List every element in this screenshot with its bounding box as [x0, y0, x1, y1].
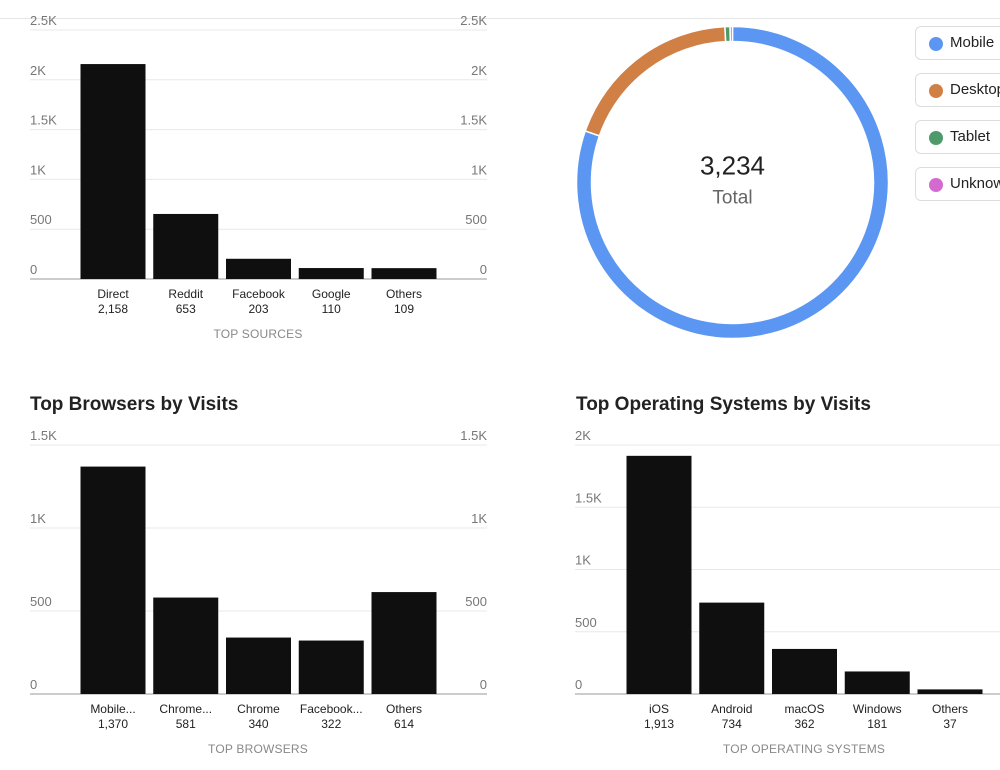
top-divider	[0, 18, 1000, 19]
chart-caption: TOP OPERATING SYSTEMS	[723, 742, 885, 756]
top-sources-chart: 0 0 500 500 1K 1K 1.5K 1.5K 2K 2K 2.5K 2.5K Direct2,…	[30, 13, 487, 341]
category-label: Windows	[853, 702, 902, 716]
data-label: 340	[248, 717, 268, 731]
category-label: Others	[386, 702, 422, 716]
bar	[699, 602, 765, 694]
bar	[298, 640, 364, 694]
y-tick-label-left: 0	[30, 262, 37, 277]
category-label: Facebook	[232, 287, 286, 301]
bar	[80, 466, 146, 694]
data-label: 734	[722, 717, 742, 731]
y-tick-label-right: 500	[465, 212, 487, 227]
legend-item-unknown[interactable]: Unknown	[915, 167, 1000, 201]
data-label: 37	[943, 717, 957, 731]
category-label: Others	[932, 702, 968, 716]
category-label: Chrome...	[159, 702, 212, 716]
legend-dot-desktop	[929, 84, 943, 98]
y-tick-label-right: 1K	[471, 162, 487, 177]
legend-dot-mobile	[929, 37, 943, 51]
category-label: macOS	[784, 702, 824, 716]
category-label: Android	[711, 702, 752, 716]
legend-label: Tablet	[950, 128, 991, 145]
category-label: iOS	[649, 702, 669, 716]
category-label: Chrome	[237, 702, 280, 716]
bar	[844, 671, 910, 694]
y-tick-label-left: 1K	[30, 511, 46, 526]
data-label: 2,158	[98, 302, 128, 316]
data-label: 653	[176, 302, 196, 316]
y-tick-label-left: 1.5K	[30, 428, 57, 443]
legend-item-mobile[interactable]: Mobile	[915, 26, 1000, 60]
bar	[226, 637, 291, 694]
category-label: Reddit	[168, 287, 203, 301]
legend-item-desktop[interactable]: Desktop	[915, 73, 1000, 107]
y-tick-label-left: 1.5K	[30, 113, 57, 128]
y-tick-label-left: 2K	[30, 63, 46, 78]
y-tick-label-left: 500	[575, 615, 597, 630]
y-tick-label-left: 0	[30, 677, 37, 692]
device-donut-chart: 3,234 Total	[575, 25, 890, 340]
y-tick-label-right: 500	[465, 594, 487, 609]
bar	[298, 268, 364, 279]
device-donut-wrap: 3,234 Total	[560, 10, 905, 355]
y-tick-label-left: 1K	[575, 553, 591, 568]
y-tick-label-right: 0	[480, 262, 487, 277]
y-tick-label-right: 2.5K	[460, 13, 487, 28]
data-label: 203	[248, 302, 268, 316]
donut-total-value: 3,234	[700, 151, 765, 181]
bar	[153, 213, 219, 279]
donut-slice-unknown	[729, 25, 734, 43]
y-tick-label-right: 1.5K	[460, 113, 487, 128]
y-tick-label-left: 2.5K	[30, 13, 57, 28]
bar	[371, 592, 437, 694]
category-label: Others	[386, 287, 422, 301]
data-label: 1,370	[98, 717, 128, 731]
category-label: Facebook...	[300, 702, 363, 716]
data-label: 181	[867, 717, 887, 731]
y-tick-label-left: 500	[30, 212, 52, 227]
legend-label: Unknown	[950, 175, 1000, 192]
data-label: 322	[321, 717, 341, 731]
legend-label: Desktop	[950, 81, 1000, 98]
data-label: 362	[794, 717, 814, 731]
y-tick-label-right: 0	[480, 677, 487, 692]
legend-dot-tablet	[929, 131, 943, 145]
bar	[226, 258, 291, 279]
top-browsers-chart: 0 0 500 500 1K 1K 1.5K 1.5K Mobile...1,370 Chrome…	[30, 428, 487, 756]
category-label: Direct	[97, 287, 129, 301]
y-tick-label-left: 2K	[575, 428, 591, 443]
data-label: 110	[322, 302, 341, 316]
browsers-section-title: Top Browsers by Visits	[30, 394, 239, 415]
y-tick-label-left: 1K	[30, 162, 46, 177]
donut-total-label: Total	[712, 188, 752, 209]
y-tick-label-right: 1.5K	[460, 428, 487, 443]
device-legend: Mobile Desktop Tablet Unknown	[915, 26, 1000, 214]
legend-dot-unknown	[929, 178, 943, 192]
y-tick-label-left: 0	[575, 677, 582, 692]
y-tick-label-left: 500	[30, 594, 52, 609]
data-label: 581	[176, 717, 196, 731]
y-tick-label-right: 2K	[471, 63, 487, 78]
y-tick-label-left: 1.5K	[575, 490, 602, 505]
category-label: Google	[312, 287, 351, 301]
bar	[626, 455, 692, 694]
bar	[917, 689, 983, 694]
donut-slice-desktop	[584, 25, 727, 137]
donut-slice-mobile	[575, 25, 890, 340]
bar	[153, 597, 219, 694]
chart-caption: TOP BROWSERS	[208, 742, 308, 756]
data-label: 1,913	[644, 717, 674, 731]
category-label: Mobile...	[90, 702, 135, 716]
y-tick-label-right: 1K	[471, 511, 487, 526]
chart-caption: TOP SOURCES	[213, 327, 302, 341]
bar	[772, 648, 837, 694]
legend-item-tablet[interactable]: Tablet	[915, 120, 1000, 154]
data-label: 614	[394, 717, 414, 731]
legend-label: Mobile	[950, 34, 995, 51]
bar	[80, 64, 146, 279]
os-section-title: Top Operating Systems by Visits	[576, 394, 871, 415]
bar	[371, 268, 437, 279]
data-label: 109	[394, 302, 414, 316]
